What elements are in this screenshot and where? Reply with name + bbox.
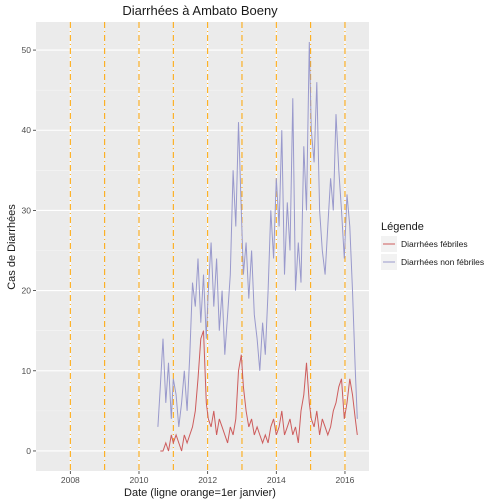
- y-tick-label: 50: [22, 45, 32, 55]
- y-tick-label: 0: [26, 446, 31, 456]
- series-line-non-febriles: [157, 41, 358, 427]
- x-tick-label: 2016: [336, 475, 355, 485]
- y-axis-ticks: 0 10 20 30 40 50: [22, 45, 36, 456]
- y-tick-label: 10: [22, 366, 32, 376]
- x-tick-label: 2010: [130, 475, 149, 485]
- y-tick-label: 30: [22, 205, 32, 215]
- x-tick-label: 2012: [198, 475, 217, 485]
- legend-label-non-febriles: Diarrhées non fébriles: [401, 257, 484, 267]
- y-axis-title: Cas de Diarrhées: [6, 204, 18, 290]
- plot-panel: [36, 22, 369, 471]
- chart-title: Diarrhées à Ambato Boeny: [122, 3, 278, 18]
- legend-label-febriles: Diarrhées fébriles: [401, 239, 468, 249]
- y-tick-label: 40: [22, 125, 32, 135]
- series-line-febriles: [160, 330, 358, 452]
- x-axis-title: Date (ligne orange=1er janvier): [124, 487, 276, 499]
- x-tick-label: 2008: [61, 475, 80, 485]
- legend: Légende Diarrhées fébriles Diarrhées non…: [381, 221, 484, 270]
- x-tick-label: 2014: [267, 475, 286, 485]
- x-axis-ticks: 2008 2010 2012 2014 2016: [61, 471, 355, 485]
- legend-title: Légende: [381, 221, 424, 233]
- y-tick-label: 20: [22, 286, 32, 296]
